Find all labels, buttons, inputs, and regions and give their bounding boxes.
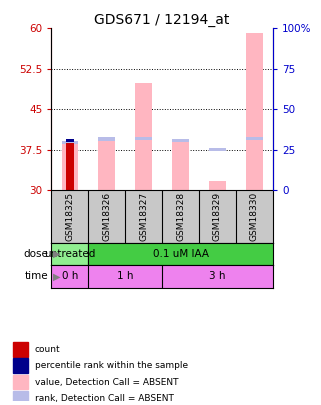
Bar — [66, 143, 74, 190]
Text: 3 h: 3 h — [209, 271, 226, 281]
Bar — [209, 148, 226, 151]
Bar — [62, 143, 78, 190]
FancyBboxPatch shape — [13, 342, 28, 357]
Text: GSM18327: GSM18327 — [139, 192, 148, 241]
Text: GSM18329: GSM18329 — [213, 192, 222, 241]
Text: count: count — [35, 345, 60, 354]
Text: 0 h: 0 h — [62, 271, 78, 281]
Text: time: time — [24, 271, 48, 281]
Title: GDS671 / 12194_at: GDS671 / 12194_at — [94, 13, 230, 27]
Bar — [246, 137, 263, 140]
Text: value, Detection Call = ABSENT: value, Detection Call = ABSENT — [35, 377, 178, 387]
Text: percentile rank within the sample: percentile rank within the sample — [35, 361, 188, 370]
Bar — [135, 83, 152, 190]
Bar — [99, 137, 115, 141]
Bar — [62, 141, 78, 145]
FancyBboxPatch shape — [13, 391, 28, 405]
Bar — [172, 139, 189, 190]
Bar — [66, 139, 74, 142]
Text: GSM18326: GSM18326 — [102, 192, 111, 241]
Bar — [88, 243, 273, 265]
Text: dose: dose — [23, 249, 48, 259]
Text: GSM18325: GSM18325 — [65, 192, 74, 241]
Text: ▶: ▶ — [53, 249, 60, 259]
FancyBboxPatch shape — [13, 375, 28, 390]
Text: GSM18328: GSM18328 — [176, 192, 185, 241]
Bar — [246, 33, 263, 190]
Bar — [162, 265, 273, 288]
Bar — [51, 265, 88, 288]
Bar — [51, 243, 88, 265]
Text: 1 h: 1 h — [117, 271, 134, 281]
Bar — [135, 137, 152, 140]
Text: ▶: ▶ — [53, 271, 60, 281]
Text: untreated: untreated — [44, 249, 96, 259]
Text: rank, Detection Call = ABSENT: rank, Detection Call = ABSENT — [35, 394, 174, 403]
Text: 0.1 uM IAA: 0.1 uM IAA — [152, 249, 209, 259]
Bar — [172, 139, 189, 142]
Bar — [88, 265, 162, 288]
Bar — [99, 137, 115, 190]
Text: GSM18330: GSM18330 — [250, 192, 259, 241]
FancyBboxPatch shape — [13, 358, 28, 373]
Bar — [209, 181, 226, 190]
